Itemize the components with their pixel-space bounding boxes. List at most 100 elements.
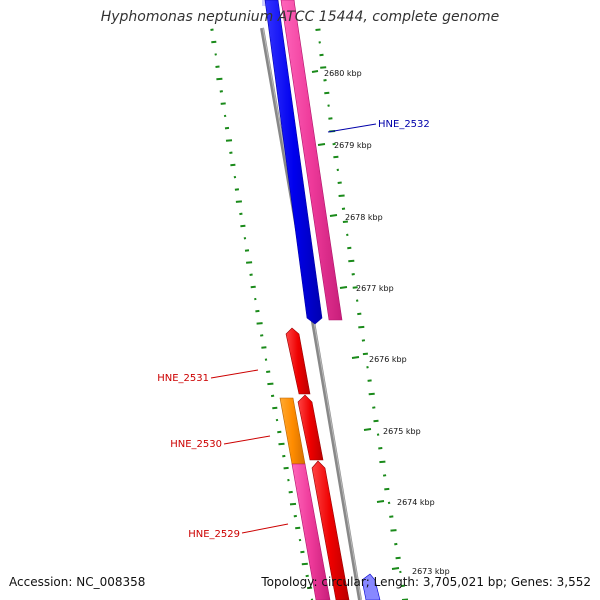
gc-track-dot — [244, 249, 250, 252]
gc-track-dot — [240, 224, 246, 228]
gc-track-dot — [342, 220, 348, 223]
gc-track-dot — [266, 370, 271, 373]
gc-track-dot — [355, 299, 359, 302]
gene-label-HNE_2530[interactable]: HNE_2530 — [170, 439, 222, 450]
gene-HNE_2531-arrow[interactable] — [285, 327, 311, 395]
gc-skew-track-left — [210, 28, 314, 600]
gc-track-dot — [225, 139, 233, 142]
gc-track-dot — [332, 142, 336, 146]
gc-track-dot — [277, 430, 282, 434]
gc-track-dot — [233, 175, 237, 179]
tick-mark — [351, 356, 360, 359]
gc-track-dot — [246, 261, 253, 264]
kbp-scale: 2680 kbp 2679 kbp 2678 kbp 2677 kbp 2676… — [311, 69, 450, 576]
gc-track-dot — [318, 41, 321, 44]
accession-text: Accession: NC_008358 — [9, 575, 146, 589]
gc-track-dot — [395, 556, 401, 560]
gc-track-dot — [328, 117, 333, 120]
gc-track-dot — [338, 194, 345, 197]
gc-track-dot — [278, 442, 285, 446]
gc-track-dot — [305, 574, 309, 578]
gc-track-dot — [289, 502, 297, 506]
tick-label: 2676 kbp — [369, 355, 407, 364]
tick-mark — [329, 214, 338, 217]
gc-track-dot — [341, 207, 346, 210]
gc-track-dot — [216, 77, 223, 81]
gene-HNE_2529-block[interactable] — [291, 463, 331, 600]
gc-track-dot — [307, 586, 313, 590]
gc-track-dot — [400, 584, 405, 588]
gc-track-dot — [223, 114, 227, 118]
gene-pink-upper[interactable] — [280, 0, 343, 321]
tick-mark — [317, 143, 326, 146]
gc-track-dot — [230, 163, 236, 167]
gc-track-dot — [384, 487, 390, 491]
gc-track-dot — [219, 90, 223, 93]
gc-track-dot — [390, 529, 397, 532]
gc-track-dot — [287, 478, 290, 482]
gene-label-HNE_2529[interactable]: HNE_2529 — [188, 529, 240, 540]
gc-track-dot — [315, 28, 321, 31]
gc-track-dot — [362, 352, 368, 356]
gc-track-dot — [357, 312, 362, 316]
gene-red-middle-arrow[interactable] — [297, 394, 324, 461]
gc-track-dot — [214, 53, 217, 56]
gc-track-dot — [283, 466, 289, 470]
genome-summary-text: Topology: circular; Length: 3,705,021 bp… — [261, 575, 591, 589]
gc-track-dot — [270, 394, 275, 398]
gc-track-dot — [389, 515, 394, 518]
gc-track-dot — [282, 454, 286, 458]
gc-track-dot — [293, 514, 297, 518]
gc-track-dot — [272, 406, 278, 410]
gene-label-leader — [241, 523, 289, 534]
tick-mark — [391, 567, 400, 570]
gc-track-dot — [298, 538, 302, 542]
gc-track-dot — [361, 339, 366, 342]
gc-track-dot — [260, 334, 264, 337]
gc-track-dot — [323, 79, 327, 82]
gc-track-dot — [324, 91, 330, 95]
gc-track-dot — [320, 66, 327, 69]
gc-track-dot — [264, 358, 268, 361]
gene-label-HNE_2532[interactable]: HNE_2532 — [378, 119, 430, 130]
gc-track-dot — [394, 542, 398, 546]
tick-label: 2677 kbp — [356, 284, 394, 293]
gc-track-dot — [368, 392, 375, 396]
gc-track-dot — [319, 53, 324, 57]
genome-title: Hyphomonas neptunium ATCC 15444, complet… — [100, 9, 500, 25]
tick-label: 2675 kbp — [383, 427, 421, 436]
gc-track-dot — [327, 104, 330, 107]
gc-track-dot — [346, 233, 349, 237]
gc-track-dot — [254, 297, 257, 301]
tick-label: 2673 kbp — [412, 567, 450, 576]
gc-track-dot — [256, 322, 263, 325]
gc-track-dot — [372, 406, 376, 409]
gc-track-dot — [399, 570, 402, 574]
gc-track-dot — [352, 286, 358, 289]
gene-label-HNE_2531[interactable]: HNE_2531 — [157, 373, 209, 384]
gc-track-dot — [382, 474, 387, 477]
tick-label: 2679 kbp — [334, 141, 372, 150]
gene-blue-bottom-arrow[interactable] — [361, 573, 381, 600]
gc-track-dot — [379, 460, 386, 464]
gc-track-dot — [275, 418, 279, 422]
gc-track-dot — [255, 309, 260, 313]
tick-label: 2674 kbp — [397, 498, 435, 507]
gc-track-dot — [243, 237, 247, 240]
gc-track-dot — [234, 188, 240, 191]
gc-track-dot — [261, 346, 267, 349]
gc-track-dot — [336, 168, 340, 172]
gene-HNE_2532-arrow[interactable] — [264, 0, 323, 325]
gene-red-lower-arrow[interactable] — [311, 460, 350, 600]
gc-track-dot — [348, 259, 355, 263]
gc-track-dot — [300, 550, 305, 554]
gene-label-leader — [223, 435, 271, 445]
tick-label: 2678 kbp — [345, 213, 383, 222]
gc-track-dot — [376, 433, 380, 436]
gc-track-dot — [351, 273, 355, 276]
gc-track-dot — [229, 151, 233, 154]
gc-track-dot — [210, 28, 214, 31]
gc-track-dot — [378, 447, 383, 450]
